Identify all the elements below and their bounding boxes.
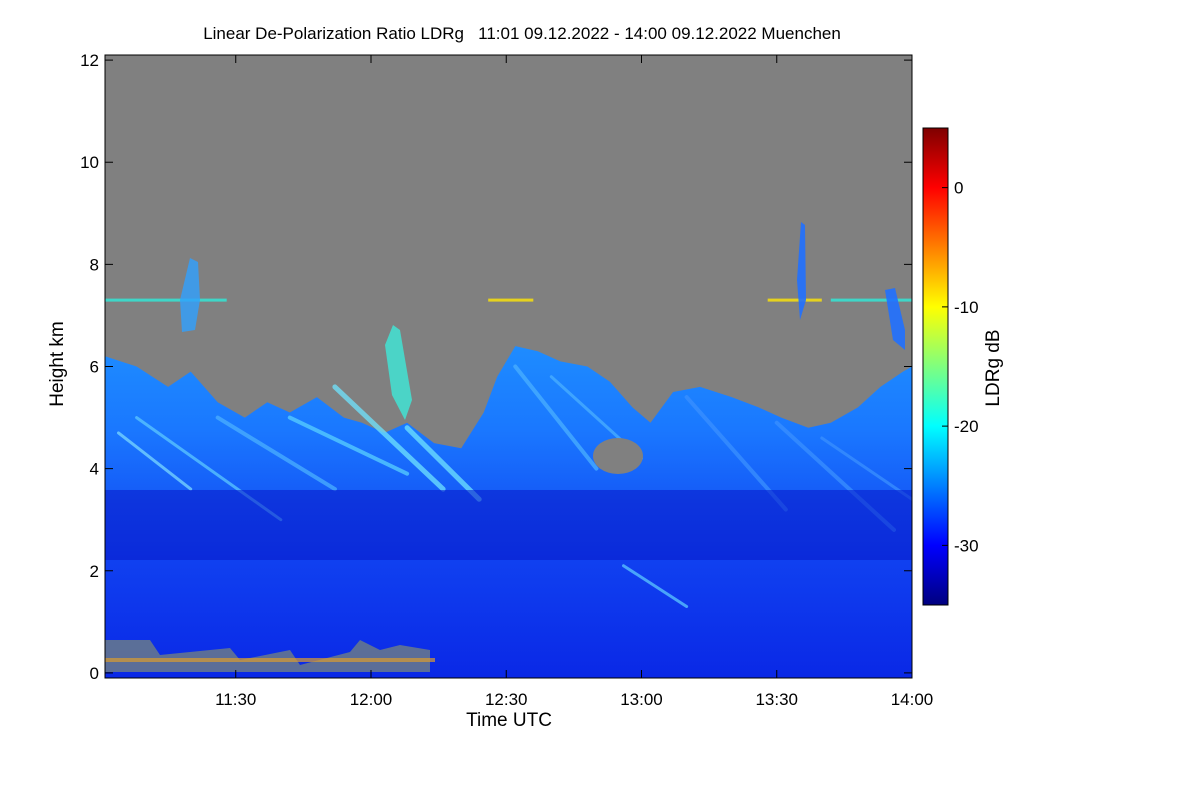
x-tick-label: 13:00 (620, 690, 663, 709)
colorbar-tick-label: -10 (954, 298, 979, 317)
x-tick-label: 12:00 (350, 690, 393, 709)
cirrus-layer-line (830, 298, 912, 302)
cirrus-layer-line (488, 298, 534, 302)
colorbar-tick-label: 0 (954, 179, 963, 198)
colorbar-tick-label: -30 (954, 536, 979, 555)
cirrus-layer-line (767, 298, 822, 302)
cirrus-patch (180, 258, 200, 332)
fall-streak (622, 564, 689, 608)
fall-streak (287, 415, 410, 476)
dark-band (105, 490, 912, 560)
cirrus-layer-line (105, 298, 227, 302)
y-tick-label: 2 (90, 562, 99, 581)
surface-noise (105, 640, 430, 672)
fall-streak (332, 384, 446, 492)
x-tick-label: 13:30 (755, 690, 798, 709)
cirrus-patch (797, 222, 806, 320)
surface-band (105, 658, 435, 662)
plot-area (105, 55, 912, 678)
x-tick-label: 12:30 (485, 690, 528, 709)
colorbar-tick-label: -20 (954, 417, 979, 436)
clear-gap (593, 438, 643, 474)
y-tick-label: 12 (80, 51, 99, 70)
colorbar-label: LDRg dB (983, 329, 1004, 406)
y-tick-label: 4 (90, 460, 99, 479)
y-tick-label: 0 (90, 664, 99, 683)
chart-title: Linear De-Polarization Ratio LDRg 11:01 … (203, 24, 841, 43)
x-axis-label: Time UTC (466, 710, 552, 731)
y-tick-label: 8 (90, 255, 99, 274)
x-tick-label: 11:30 (215, 690, 256, 709)
y-tick-label: 10 (80, 153, 99, 172)
fall-streak (215, 415, 337, 492)
y-tick-label: 6 (90, 358, 99, 377)
colorbar-ticks: 0 -10 -20 -30 (942, 179, 979, 555)
y-axis: 0 2 4 6 8 10 12 (80, 51, 912, 683)
fall-streak (117, 431, 193, 491)
colorbar (922, 127, 949, 606)
fall-streak (404, 425, 482, 502)
cirrus-patch (885, 288, 905, 350)
fall-streak (820, 436, 912, 501)
x-axis: 11:30 12:00 12:30 13:00 13:30 14:00 (215, 55, 933, 709)
y-axis-label: Height km (47, 321, 68, 407)
fall-streak (513, 364, 599, 471)
x-tick-label: 14:00 (891, 690, 934, 709)
cirrus-patch (385, 325, 412, 420)
